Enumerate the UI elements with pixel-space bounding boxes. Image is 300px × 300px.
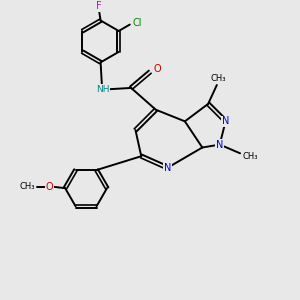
Text: F: F (96, 1, 102, 11)
Text: CH₃: CH₃ (242, 152, 258, 161)
Text: NH: NH (96, 85, 110, 94)
Text: N: N (222, 116, 229, 126)
Text: N: N (164, 163, 171, 173)
Text: CH₃: CH₃ (19, 182, 34, 191)
Text: Cl: Cl (132, 18, 142, 28)
Text: CH₃: CH₃ (211, 74, 226, 83)
Text: O: O (46, 182, 53, 192)
Text: N: N (216, 140, 224, 150)
Text: O: O (154, 64, 161, 74)
